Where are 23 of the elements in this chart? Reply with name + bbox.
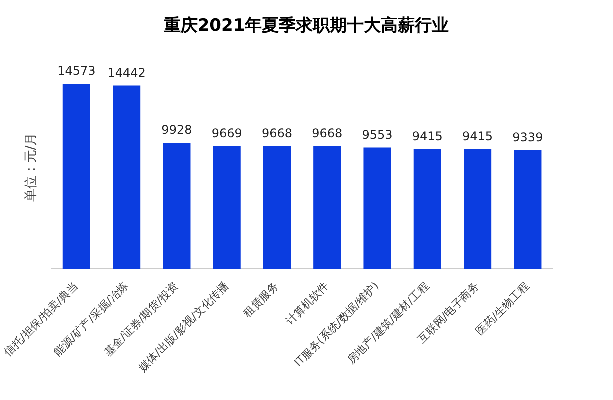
bar	[364, 148, 392, 270]
data-label: 9669	[212, 126, 242, 140]
bar	[514, 150, 542, 270]
bar	[163, 143, 191, 270]
bar	[464, 150, 492, 270]
bar	[113, 86, 141, 270]
data-label: 9668	[312, 126, 343, 140]
data-label: 9415	[462, 130, 494, 144]
bar	[314, 146, 342, 270]
data-label: 9668	[262, 126, 293, 140]
x-tick-label: 租赁服务	[241, 280, 282, 320]
data-label: 9339	[512, 130, 544, 145]
data-label: 9415	[412, 130, 443, 144]
bar	[62, 84, 90, 270]
data-label: 9553	[362, 128, 393, 142]
data-label: 14573	[58, 64, 96, 78]
bar	[263, 146, 292, 270]
bar	[213, 146, 241, 270]
chart-title: 重庆2021年夏季求职期十大高薪行业	[162, 15, 450, 38]
y-axis-title: 单位：元/月	[24, 132, 40, 202]
data-label: 9928	[162, 123, 192, 138]
data-label: 14442	[108, 66, 146, 80]
bar	[414, 150, 442, 270]
